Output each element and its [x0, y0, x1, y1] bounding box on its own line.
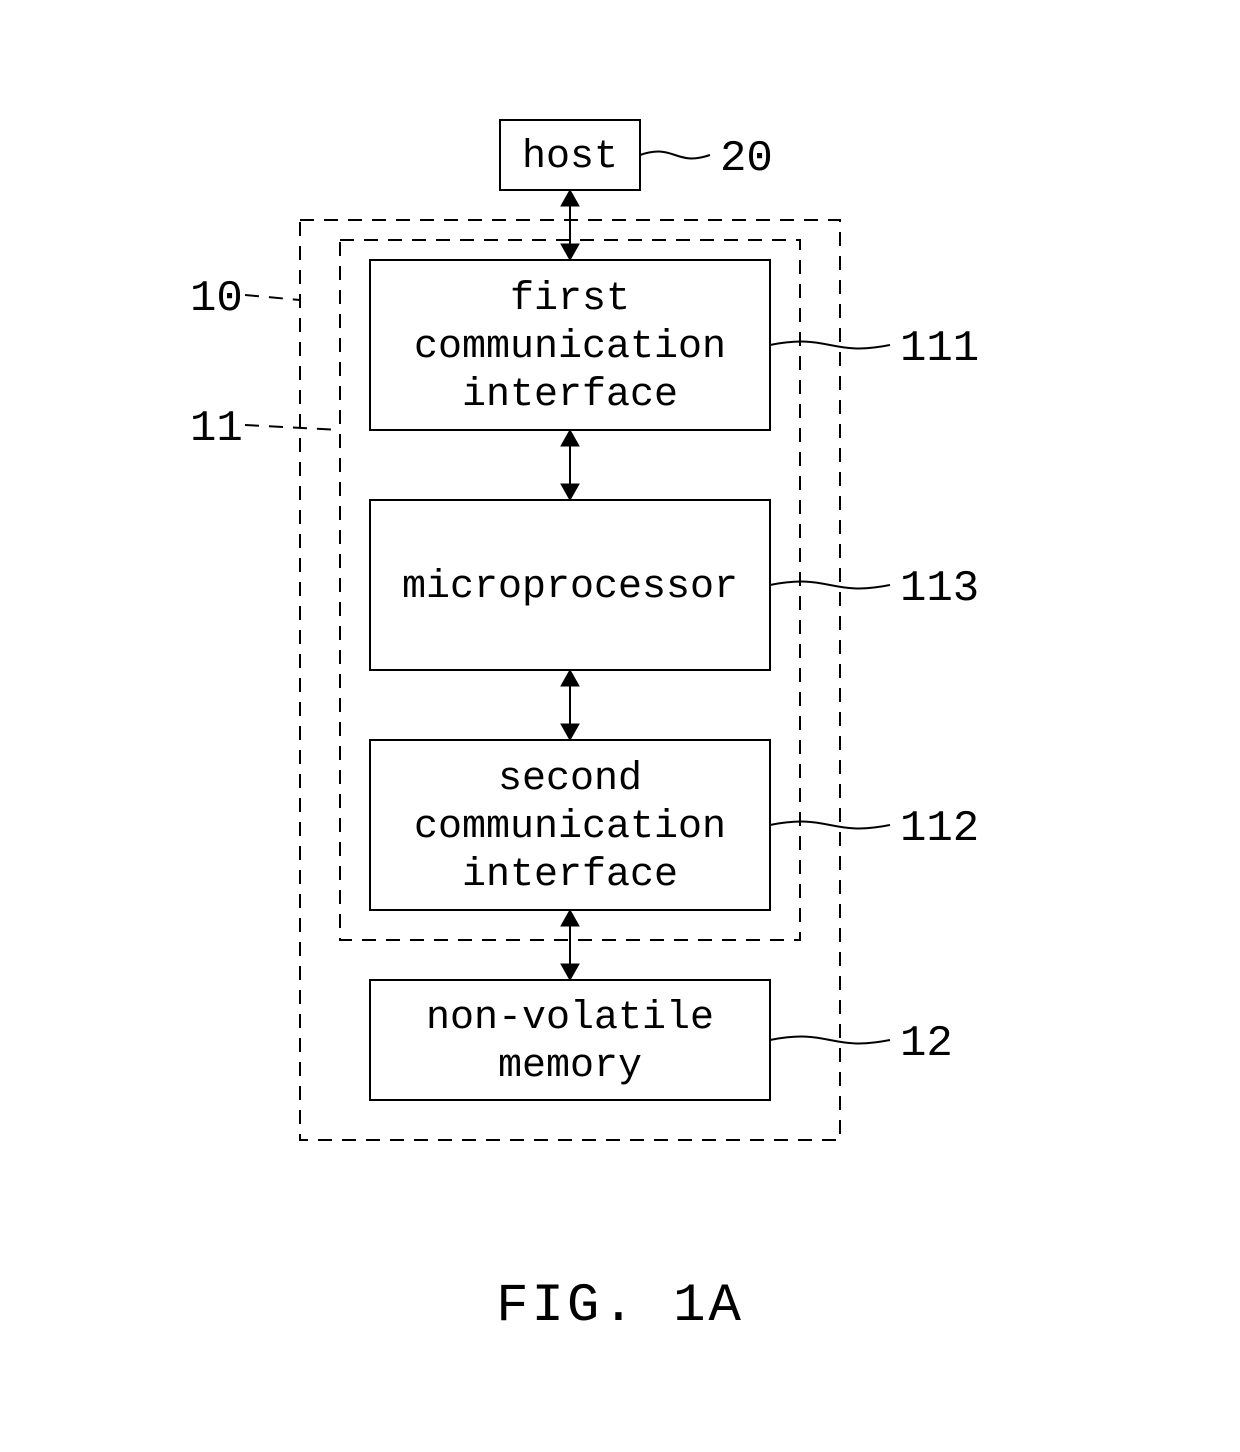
svg-text:interface: interface [462, 853, 678, 898]
svg-text:first: first [510, 277, 630, 322]
arrow-micro-second [561, 670, 579, 740]
svg-text:second: second [498, 757, 642, 802]
arrow-host-first [561, 190, 579, 260]
ref-111: 111 [900, 324, 979, 374]
svg-text:communication: communication [414, 805, 726, 850]
ref-11: 11 [190, 404, 243, 454]
svg-text:interface: interface [462, 373, 678, 418]
figure-caption: FIG. 1A [496, 1276, 744, 1337]
micro-label: microprocessor [402, 565, 738, 610]
arrow-first-micro [561, 430, 579, 500]
ref-20: 20 [720, 134, 773, 184]
ref-112: 112 [900, 804, 979, 854]
svg-text:non-volatile: non-volatile [426, 996, 714, 1041]
lead-20 [640, 152, 710, 159]
lead-111 [770, 342, 890, 349]
diagram-canvas: hostfirstcommunicationinterfacemicroproc… [0, 0, 1240, 1452]
svg-text:microprocessor: microprocessor [402, 565, 738, 610]
svg-text:host: host [522, 135, 618, 180]
lead-10 [245, 295, 300, 300]
svg-text:communication: communication [414, 325, 726, 370]
arrow-second-nvm [561, 910, 579, 980]
svg-text:memory: memory [498, 1044, 642, 1089]
lead-12 [770, 1037, 890, 1044]
ref-10: 10 [190, 274, 243, 324]
lead-112 [770, 822, 890, 829]
ref-113: 113 [900, 564, 979, 614]
lead-113 [770, 582, 890, 589]
ref-12: 12 [900, 1019, 953, 1069]
host-label: host [522, 135, 618, 180]
lead-11 [245, 425, 340, 430]
